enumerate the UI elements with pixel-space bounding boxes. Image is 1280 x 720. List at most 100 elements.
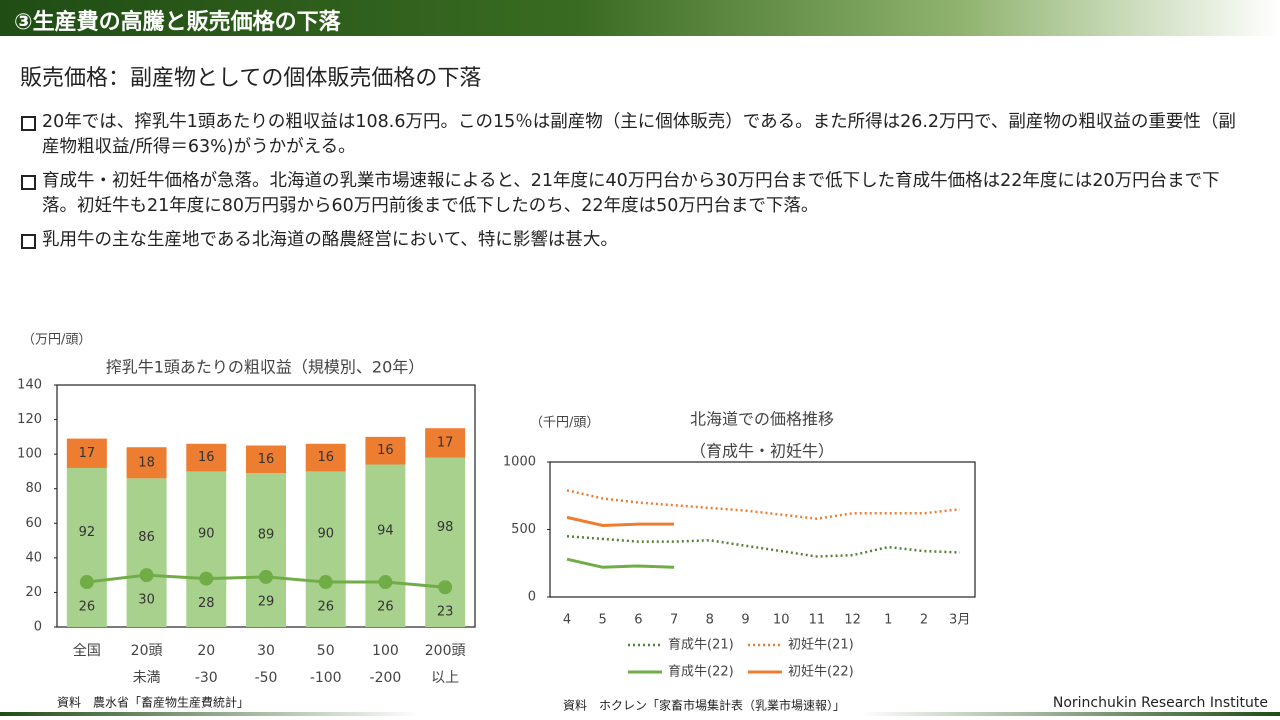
series-point <box>438 580 453 595</box>
data-label: 30 <box>138 593 155 608</box>
x-tick-label: -50 <box>255 670 278 686</box>
chart-title: 搾乳牛1頭あたりの粗収益（規模別、20年） <box>106 358 425 377</box>
y-axis-label: （万円/頭） <box>22 333 91 348</box>
series-line <box>566 535 960 558</box>
y-tick-label: 1000 <box>503 455 536 470</box>
x-tick-label: -30 <box>195 670 218 686</box>
data-label: 23 <box>437 605 454 620</box>
legend-label: 初妊牛(21) <box>788 638 854 653</box>
header-bar: ③生産費の高騰と販売価格の下落 <box>0 0 1280 36</box>
bullet: 20年では、搾乳牛1頭あたりの粗収益は108.6万円。この15％は副産物（主に個… <box>20 110 1250 160</box>
y-tick-label: 140 <box>17 378 42 393</box>
bar-segment <box>186 443 227 472</box>
data-label: 16 <box>258 452 275 467</box>
x-tick-label: 5 <box>599 613 607 628</box>
bar-segment <box>126 447 167 479</box>
y-tick-label: 0 <box>34 620 42 635</box>
bar-segment <box>365 464 406 627</box>
data-label: 90 <box>198 527 215 542</box>
data-label: 28 <box>198 596 215 611</box>
data-label: 29 <box>258 594 275 609</box>
y-tick-label: 100 <box>17 447 42 462</box>
data-label: 86 <box>138 530 155 545</box>
x-tick-label: 4 <box>563 613 571 628</box>
x-tick-label: -200 <box>370 670 402 686</box>
x-tick-label: 12 <box>844 613 861 628</box>
header-title: ③生産費の高騰と販売価格の下落 <box>14 10 341 35</box>
x-tick-label: 未満 <box>133 670 161 686</box>
x-tick-label: 20頭 <box>131 643 163 659</box>
bar-segment <box>425 428 466 458</box>
plot-area <box>549 461 976 598</box>
series-point <box>259 569 273 584</box>
x-tick-label: 以上 <box>431 670 459 686</box>
y-tick-label: 0 <box>528 590 536 605</box>
bar-segment <box>305 443 346 472</box>
y-axis-label: （千円/頭） <box>530 416 599 431</box>
bullet: 育成牛・初妊牛価格が急落。北海道の乳業市場速報によると、21年度に40万円台から… <box>20 169 1250 219</box>
bar-segment <box>66 438 107 468</box>
legend-label: 育成牛(22) <box>668 664 734 680</box>
source-note: 資料 ホクレン「家畜市場集計表（乳業市場速報）」 <box>563 698 845 713</box>
x-tick-label: 10 <box>773 613 790 628</box>
data-label: 18 <box>138 455 155 470</box>
data-label: 26 <box>377 600 394 615</box>
x-tick-label: 100 <box>372 643 399 659</box>
data-label: 16 <box>198 450 215 465</box>
x-tick-label: 50 <box>317 643 335 659</box>
chart-title: 北海道での価格推移 <box>690 410 834 429</box>
bar-segment <box>365 436 406 465</box>
data-label: 90 <box>317 527 334 542</box>
x-tick-label: 1 <box>884 613 892 628</box>
x-tick-label: -100 <box>310 670 342 686</box>
bar-segment <box>246 473 286 627</box>
source-note: 資料 農水省「畜産物生産費統計」 <box>57 695 249 710</box>
y-tick-label: 60 <box>25 516 42 531</box>
x-tick-label: 11 <box>809 613 826 628</box>
data-label: 98 <box>437 520 454 535</box>
x-tick-label: 7 <box>670 613 678 628</box>
series-line <box>566 557 675 569</box>
y-tick-label: 120 <box>17 412 42 427</box>
bar-segment <box>425 457 466 627</box>
data-label: 17 <box>437 435 454 450</box>
footer-rule <box>0 712 420 716</box>
series-line <box>566 489 960 520</box>
series-point <box>79 575 94 590</box>
y-tick-label: 80 <box>25 481 42 496</box>
y-tick-label: 500 <box>511 522 536 537</box>
x-tick-label: 8 <box>706 613 714 628</box>
series-point <box>318 575 333 590</box>
footer: Norinchukin Research Institute <box>1053 695 1268 711</box>
y-tick-label: 40 <box>25 550 42 565</box>
y-tick-label: 20 <box>25 585 42 600</box>
data-label: 26 <box>79 600 96 615</box>
x-tick-label: 20 <box>197 643 215 659</box>
x-tick-label: 全国 <box>73 642 101 659</box>
chart-title: （育成牛・初妊牛） <box>690 442 834 461</box>
legend-label: 初妊牛(22) <box>788 665 854 680</box>
x-tick-label: 200頭 <box>425 643 466 659</box>
x-tick-label: 3月 <box>949 613 970 628</box>
data-label: 17 <box>79 446 96 461</box>
data-label: 92 <box>79 525 96 540</box>
bar-segment <box>126 478 167 627</box>
bar-segment <box>246 445 286 474</box>
x-tick-label: 9 <box>741 613 749 628</box>
x-tick-label: 30 <box>257 643 275 659</box>
x-tick-label: 2 <box>920 613 928 628</box>
bullet-list: 20年では、搾乳牛1頭あたりの粗収益は108.6万円。この15％は副産物（主に個… <box>20 110 1250 262</box>
data-label: 94 <box>377 523 394 538</box>
x-tick-label: 6 <box>634 613 642 628</box>
subtitle: 販売価格：副産物としての個体販売価格の下落 <box>20 66 482 91</box>
data-label: 89 <box>258 528 275 543</box>
data-label: 16 <box>377 443 394 458</box>
data-label: 16 <box>317 450 334 465</box>
bar-segment <box>66 467 107 627</box>
bar-segment <box>305 471 346 627</box>
series-line <box>566 515 675 527</box>
legend-label: 育成牛(21) <box>668 637 734 653</box>
footer-rule <box>860 712 1280 716</box>
bar-segment <box>186 471 227 627</box>
